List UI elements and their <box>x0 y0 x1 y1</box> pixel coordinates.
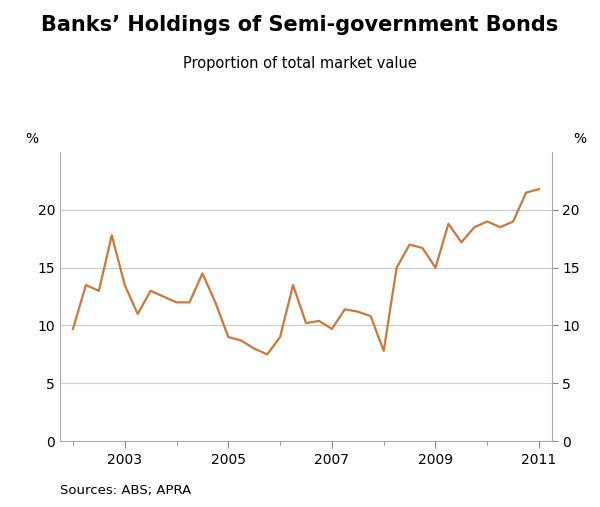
Text: Banks’ Holdings of Semi-government Bonds: Banks’ Holdings of Semi-government Bonds <box>41 15 559 35</box>
Text: %: % <box>26 132 38 147</box>
Text: %: % <box>574 132 586 147</box>
Text: Sources: ABS; APRA: Sources: ABS; APRA <box>60 484 191 497</box>
Text: Proportion of total market value: Proportion of total market value <box>183 56 417 71</box>
